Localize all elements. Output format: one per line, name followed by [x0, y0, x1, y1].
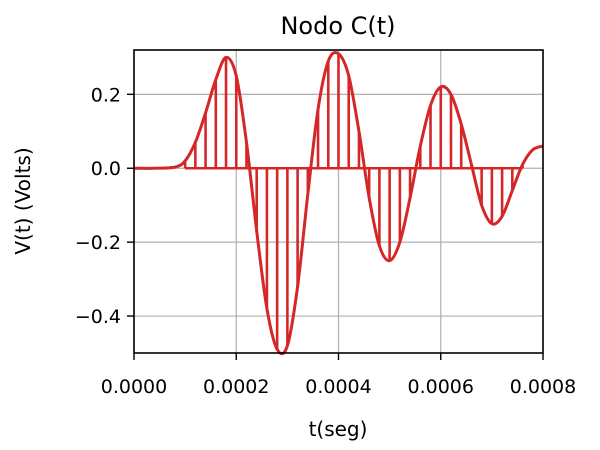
y-axis-label: V(t) (Volts): [11, 147, 35, 254]
y-tick-label: 0.2: [91, 84, 121, 106]
tick-layer: 0.0000 0.0002 0.0004 0.0006 0.0008 −0.4 −0.2 0.…: [75, 84, 576, 398]
x-tick-label: 0.0004: [305, 376, 371, 398]
y-tick-label: −0.2: [75, 232, 121, 254]
x-tick-label: 0.0000: [101, 376, 167, 398]
line-layer: [133, 51, 544, 356]
x-tick-label: 0.0008: [510, 376, 576, 398]
series-line: [133, 51, 544, 356]
x-tick-label: 0.0002: [203, 376, 269, 398]
y-tick-label: −0.4: [75, 306, 121, 328]
chart-title: Nodo C(t): [280, 12, 395, 40]
x-tick-label: 0.0006: [408, 376, 474, 398]
x-axis-label: t(seg): [309, 417, 368, 441]
y-tick-label: 0.0: [91, 158, 121, 180]
